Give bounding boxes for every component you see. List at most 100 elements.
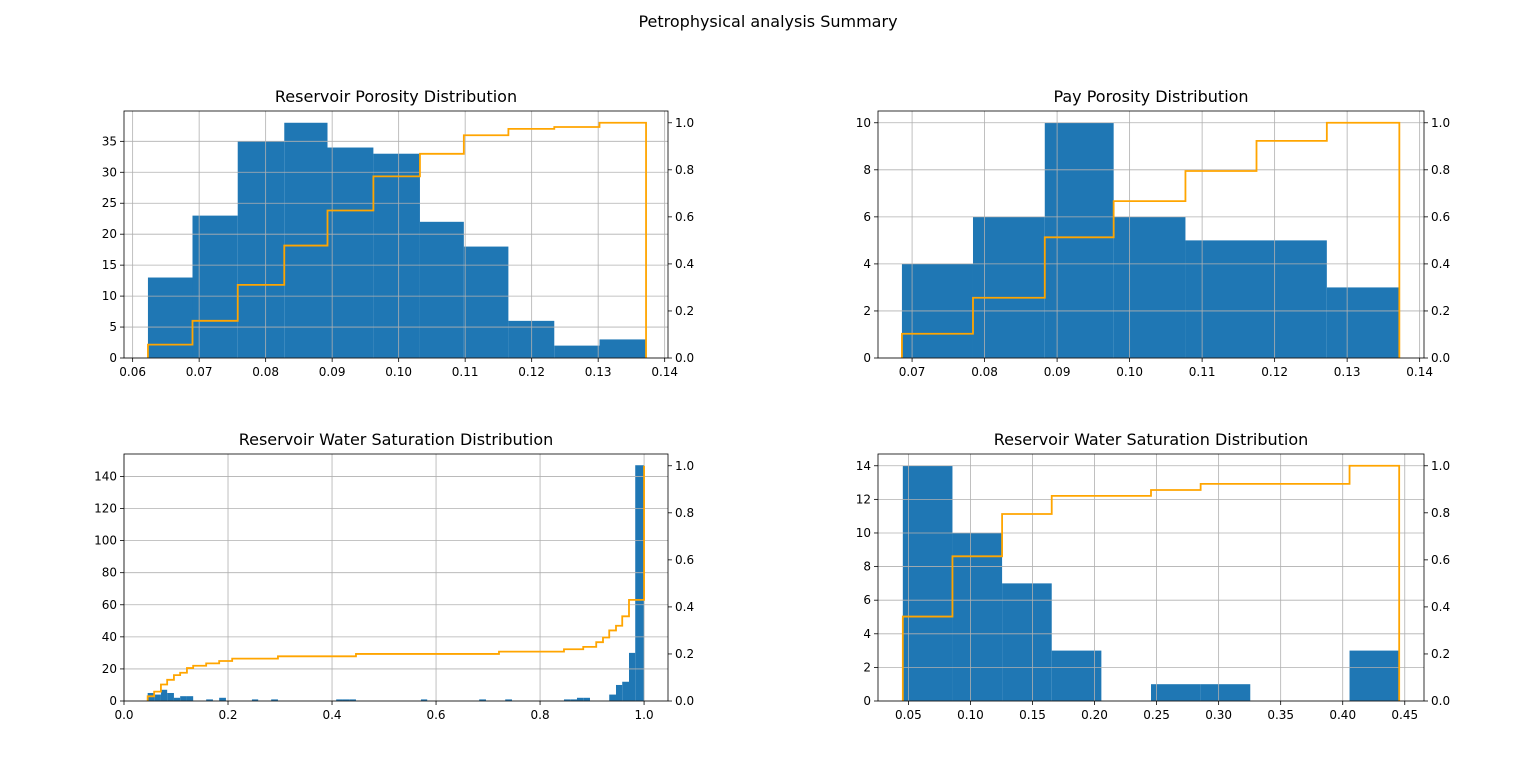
histogram-bar (180, 696, 187, 701)
histogram-bar (167, 692, 174, 701)
y2-tick-label: 0.2 (1431, 304, 1450, 318)
histogram-bar (420, 699, 428, 701)
y-tick-label: 4 (863, 257, 871, 271)
x-tick-label: 0.8 (531, 708, 550, 722)
y2-tick-label: 0.8 (675, 163, 694, 177)
chart-title: Reservoir Water Saturation Distribution (994, 430, 1309, 449)
y2-tick-label: 0.6 (1431, 553, 1450, 567)
histogram-bar (599, 339, 647, 358)
y-tick-label: 8 (863, 560, 871, 574)
x-tick-label: 0.20 (1081, 708, 1108, 722)
histogram-bar (622, 681, 629, 701)
cumulative-step-line (901, 464, 1401, 701)
axes-frame (123, 453, 669, 702)
y-tick-label: 0 (109, 351, 117, 365)
histogram-bar (628, 652, 636, 701)
y-tick-label: 40 (102, 630, 117, 644)
histogram-bar (1349, 650, 1400, 701)
y-axis-left: 0 2 4 6 8 10 12 14 (856, 459, 878, 708)
x-tick-label: 0.07 (899, 365, 926, 379)
y2-tick-label: 0.0 (675, 694, 694, 708)
x-tick-label: 0.13 (1334, 365, 1361, 379)
x-tick-label: 0.6 (426, 708, 445, 722)
y-axis-left: 0 2 4 6 8 10 (856, 116, 878, 365)
histogram-bar (1002, 583, 1052, 701)
y-tick-label: 6 (863, 593, 871, 607)
y-tick-label: 30 (102, 165, 117, 179)
cumulative-step-line (146, 465, 645, 701)
y-tick-label: 15 (102, 258, 117, 272)
histogram-bar (952, 532, 1003, 701)
histogram-bar (206, 699, 213, 701)
chart-title: Reservoir Water Saturation Distribution (239, 430, 554, 449)
x-tick-label: 0.35 (1267, 708, 1294, 722)
x-tick-label: 0.10 (957, 708, 984, 722)
x-tick-label: 0.07 (186, 365, 213, 379)
y2-tick-label: 0.2 (1431, 647, 1450, 661)
y-tick-label: 10 (102, 289, 117, 303)
histogram-bar (505, 699, 512, 701)
chart-reservoir-porosity: 0.06 0.07 0.08 0.09 0.10 0.11 0.12 0.13 0.14 0 5 10… (102, 87, 694, 379)
y-tick-label: 2 (863, 660, 871, 674)
x-tick-label: 0.08 (252, 365, 279, 379)
histogram-bar (1113, 216, 1186, 358)
histogram-bar (342, 699, 350, 701)
histogram-bar (271, 699, 278, 701)
y-axis-left: 0 20 40 60 80 100 120 140 (94, 469, 124, 708)
histogram-bar (1051, 650, 1102, 701)
y-tick-label: 80 (102, 566, 117, 580)
x-tick-label: 0.09 (1044, 365, 1071, 379)
histogram-bar (1185, 240, 1257, 358)
chart-pay-porosity: 0.07 0.08 0.09 0.10 0.11 0.12 0.13 0.1402468100… (856, 87, 1450, 379)
y2-tick-label: 0.4 (1431, 257, 1450, 271)
y-tick-label: 140 (94, 469, 117, 483)
y-axis-right: 0.0 0.2 0.4 0.6 0.8 1.0 (668, 116, 694, 365)
histogram-bar (583, 697, 590, 701)
y2-tick-label: 0.8 (1431, 163, 1450, 177)
x-tick-label: 0.09 (319, 365, 346, 379)
x-tick-label: 0.13 (585, 365, 612, 379)
figure-suptitle: Petrophysical analysis Summary (638, 12, 898, 31)
y2-tick-label: 0.8 (1431, 506, 1450, 520)
histogram-bar (336, 699, 343, 701)
histogram-bar (327, 147, 374, 358)
histogram-bar (237, 141, 285, 358)
x-axis: 0.06 0.07 0.08 0.09 0.10 0.11 0.12 0.13 0.14 (119, 358, 678, 379)
bar-series (902, 465, 1400, 701)
y2-tick-label: 1.0 (1431, 116, 1450, 130)
chart-title: Pay Porosity Distribution (1053, 87, 1248, 106)
x-tick-label: 0.12 (518, 365, 545, 379)
y-tick-label: 25 (102, 196, 117, 210)
axes-frame (877, 110, 1425, 359)
x-tick-label: 0.14 (651, 365, 678, 379)
y-tick-label: 6 (863, 210, 871, 224)
axes-frame (877, 453, 1425, 702)
y2-tick-label: 0.0 (1431, 351, 1450, 365)
histogram-bar (349, 699, 356, 701)
histogram-bar (173, 697, 181, 701)
y2-tick-label: 0.0 (1431, 694, 1450, 708)
y-axis-left: 0 5 10 15 20 25 30 35 (102, 134, 124, 365)
histogram-bar (1151, 684, 1201, 701)
y2-tick-label: 0.6 (675, 210, 694, 224)
y2-tick-label: 0.0 (675, 351, 694, 365)
y-tick-label: 0 (863, 351, 871, 365)
histogram-bar (609, 694, 616, 701)
x-tick-label: 0.40 (1329, 708, 1356, 722)
y-axis-right: 0.0 0.2 0.4 0.6 0.8 1.0 (1424, 459, 1450, 708)
y2-tick-label: 0.2 (675, 304, 694, 318)
y2-tick-label: 1.0 (1431, 459, 1450, 473)
y-tick-label: 20 (102, 662, 117, 676)
y-tick-label: 60 (102, 598, 117, 612)
x-tick-label: 0.4 (322, 708, 341, 722)
histogram-bar (419, 221, 464, 358)
x-tick-label: 0.10 (1116, 365, 1143, 379)
y-tick-label: 35 (102, 134, 117, 148)
x-tick-label: 0.11 (452, 365, 479, 379)
x-tick-label: 0.30 (1205, 708, 1232, 722)
histogram-bar (219, 697, 226, 701)
histogram-bar (554, 345, 600, 358)
y-tick-label: 120 (94, 502, 117, 516)
y-tick-label: 10 (856, 116, 871, 130)
